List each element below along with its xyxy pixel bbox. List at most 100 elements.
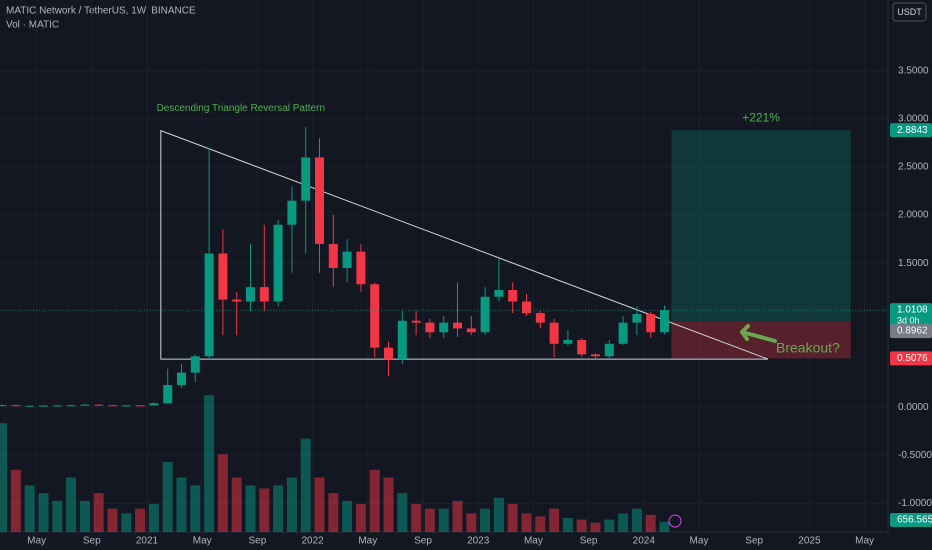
- x-tick-label: Sep: [580, 536, 598, 547]
- volume-bar: [135, 508, 146, 532]
- candle-body: [39, 405, 48, 407]
- volume-bar: [273, 485, 284, 532]
- volume-bar: [204, 395, 215, 532]
- volume-bar: [121, 513, 132, 532]
- candle-body: [466, 328, 476, 333]
- candle-body: [632, 314, 642, 323]
- y-tick-label: 3.0000: [898, 114, 929, 125]
- x-tick-label: May: [27, 536, 46, 547]
- target-zone: [671, 130, 851, 322]
- candle-body: [163, 385, 173, 404]
- candle-body: [301, 157, 311, 201]
- volume-bar: [452, 500, 463, 532]
- volume-bar: [535, 516, 546, 532]
- chart-title: MATIC Network / TetherUS, 1W, BINANCE: [6, 6, 196, 17]
- candle-body: [425, 322, 435, 333]
- volume-bar: [645, 514, 656, 532]
- candle-body: [508, 290, 518, 302]
- volume-bar: [245, 485, 256, 532]
- x-tick-label: Sep: [249, 536, 267, 547]
- volume-bar: [314, 477, 325, 532]
- volume-bar: [659, 521, 670, 532]
- volume-bar: [590, 522, 601, 532]
- annotation: Breakout?: [776, 340, 840, 356]
- pattern-label: Descending Triangle Reversal Pattern: [157, 103, 325, 114]
- x-tick-label: 2023: [467, 536, 490, 547]
- currency[interactable]: USDT: [897, 7, 922, 17]
- volume-bar: [286, 477, 297, 532]
- volume-bar: [397, 493, 408, 532]
- volume-bar: [480, 508, 491, 532]
- y-tick-label: 1.5000: [898, 258, 929, 269]
- volume-bar: [631, 508, 642, 532]
- candle-body: [108, 405, 117, 407]
- volume-bar: [383, 477, 394, 532]
- subtitle: Vol · MATIC: [6, 20, 59, 31]
- x-tick-label: Sep: [745, 536, 763, 547]
- candle-body: [259, 287, 269, 302]
- volume-bar: [52, 500, 63, 532]
- volume-bar: [562, 518, 573, 532]
- volume-bar: [24, 485, 35, 532]
- candle-body: [604, 343, 614, 357]
- candle-body: [190, 356, 200, 373]
- y-tick-label: -0.5000: [898, 450, 932, 461]
- candle-body: [494, 290, 504, 297]
- volume-bar: [411, 504, 422, 532]
- price-tag-label: 1.0108: [897, 305, 928, 316]
- gain-label: +221%: [742, 110, 780, 124]
- candle-body: [287, 200, 297, 225]
- x-tick-label: Sep: [414, 536, 432, 547]
- volume-bar: [176, 477, 187, 532]
- x-tick-label: May: [855, 536, 874, 547]
- price-tag-label: 0.8962: [897, 326, 928, 337]
- candle-body: [453, 322, 462, 329]
- candle-body: [11, 405, 21, 407]
- candle-body: [646, 314, 656, 333]
- candle-body: [342, 251, 352, 268]
- y-tick-label: 2.5000: [898, 162, 929, 173]
- candle-body: [328, 243, 338, 268]
- candle-body: [577, 339, 587, 355]
- candle-body: [80, 404, 90, 406]
- volume-bar: [328, 493, 339, 532]
- y-tick-label: -1.0000: [898, 498, 932, 509]
- volume-bar: [162, 462, 173, 532]
- x-tick-label: 2025: [798, 536, 821, 547]
- price-tag-label: 2.8843: [897, 125, 928, 136]
- y-tick-label: 3.5000: [898, 66, 929, 77]
- x-tick-label: May: [690, 536, 709, 547]
- candle-body: [273, 224, 283, 302]
- candle-body: [0, 405, 7, 407]
- y-tick-label: 0.0000: [898, 402, 929, 413]
- volume-bar: [259, 488, 270, 532]
- candle-body: [522, 301, 531, 314]
- volume-bar: [576, 519, 587, 532]
- volume-bar: [424, 508, 435, 532]
- price-tag-label: 656.565M: [897, 515, 932, 526]
- candle-body: [204, 253, 214, 357]
- volume-bar: [300, 438, 311, 532]
- volume-bar: [107, 508, 118, 532]
- arrow: [740, 324, 777, 343]
- volume-bar: [38, 493, 49, 532]
- countdown: 3d 0h: [897, 315, 920, 325]
- candle-body: [177, 372, 186, 386]
- volume-bar: [231, 477, 242, 532]
- candle-body: [563, 339, 573, 344]
- flash-icon: [668, 514, 682, 528]
- y-tick-label: 2.0000: [898, 210, 929, 221]
- x-tick-label: 2022: [301, 536, 324, 547]
- candle-body: [246, 287, 255, 302]
- price-tag: [890, 324, 932, 339]
- volume-bar: [342, 500, 353, 532]
- candle-body: [218, 253, 228, 300]
- volume-bar: [466, 513, 477, 532]
- x-tick-label: 2021: [136, 536, 159, 547]
- currency-button[interactable]: [892, 2, 927, 22]
- volume-bar: [521, 513, 532, 532]
- price-tag: [890, 351, 932, 366]
